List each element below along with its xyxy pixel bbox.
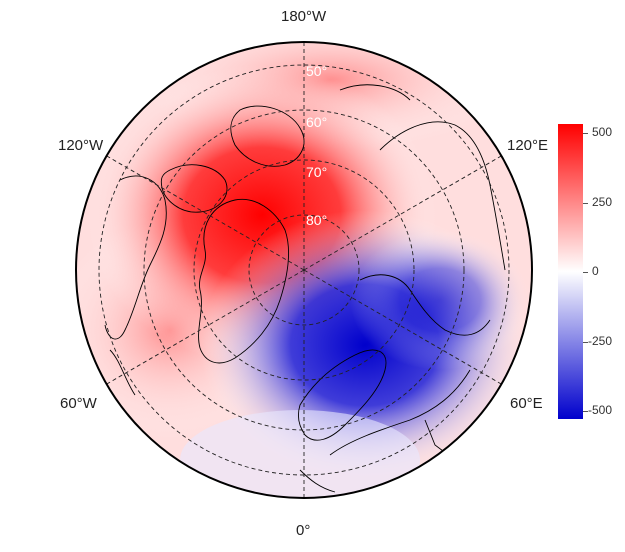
colorbar-tick xyxy=(583,272,588,273)
lat-label-50: 50° xyxy=(306,63,328,79)
colorbar-label-250: 250 xyxy=(592,195,613,209)
colorbar-tick xyxy=(583,342,588,343)
meridian-120w xyxy=(104,154,305,271)
meridian-60w xyxy=(104,269,305,386)
lon-label-180w: 180°W xyxy=(281,8,327,25)
colorbar-label-500: 500 xyxy=(592,125,613,139)
lon-label-120e: 120°E xyxy=(507,137,549,154)
map-boundary xyxy=(75,41,533,499)
meridian-120e xyxy=(303,154,504,271)
graticule xyxy=(98,42,510,498)
lat-circle-50 xyxy=(98,64,510,476)
colorbar-tick xyxy=(583,133,588,134)
lon-label-60e: 60°E xyxy=(510,395,543,412)
lat-circle-80 xyxy=(248,214,360,326)
lon-label-120w: 120°W xyxy=(58,137,104,154)
lon-label-0: 0° xyxy=(296,522,311,539)
colorbar-label-neg250: -250 xyxy=(588,334,613,348)
lat-label-60: 60° xyxy=(306,114,328,130)
lat-circle-70 xyxy=(193,159,415,381)
colorbar xyxy=(558,124,583,419)
colorbar-tick xyxy=(583,411,588,412)
colorbar-tick xyxy=(583,203,588,204)
lat-label-80: 80° xyxy=(306,212,328,228)
anomaly-field xyxy=(76,42,532,498)
colorbar-label-neg500: -500 xyxy=(588,403,613,417)
lat-label-70: 70° xyxy=(306,164,328,180)
lat-circle-60 xyxy=(143,109,465,431)
colorbar-label-0: 0 xyxy=(592,264,599,278)
lon-label-60w: 60°W xyxy=(60,395,97,412)
meridian-60e xyxy=(303,269,504,386)
coastlines xyxy=(104,84,506,493)
